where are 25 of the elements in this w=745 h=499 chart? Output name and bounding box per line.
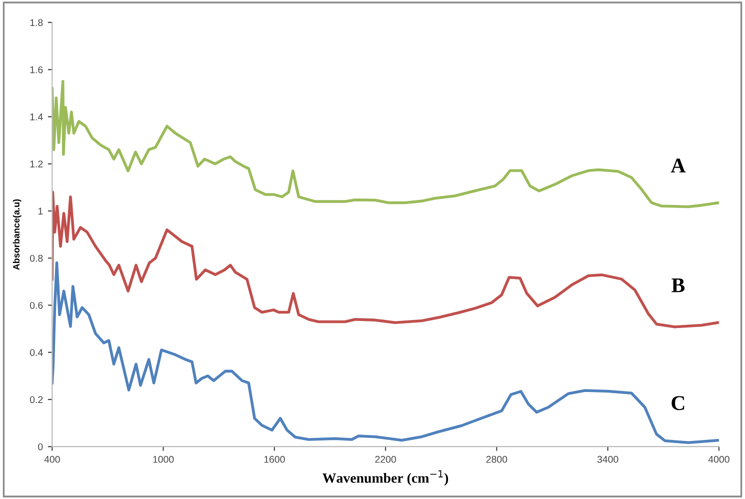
y-tick-label: 1.6 bbox=[30, 66, 43, 74]
y-tick-label: 0.8 bbox=[30, 254, 43, 262]
y-axis-title: Absorbance(a.u) bbox=[12, 199, 22, 270]
line-series bbox=[52, 80, 719, 208]
series-label: B bbox=[672, 278, 685, 292]
y-tick-label: 0.6 bbox=[30, 302, 43, 309]
y-tick-label: 0.2 bbox=[30, 396, 43, 404]
y-tick-label: 1 bbox=[38, 208, 43, 214]
x-tick-label: 1600 bbox=[264, 456, 285, 463]
x-tick-label: 1000 bbox=[153, 456, 174, 463]
x-tick-label: 400 bbox=[44, 456, 60, 463]
x-tick-label: 3400 bbox=[597, 456, 618, 463]
y-tick-label: 1.2 bbox=[30, 160, 43, 168]
y-tick-label: 1.4 bbox=[30, 114, 43, 120]
y-tick-label: 0.4 bbox=[30, 349, 43, 356]
y-tick-label: 0 bbox=[38, 443, 43, 450]
x-tick-label: 4000 bbox=[708, 456, 730, 463]
x-axis-title: Wavenumber (cm$^{−1}$) bbox=[322, 470, 448, 486]
x-tick-label: 2200 bbox=[375, 456, 396, 463]
series-label: C bbox=[672, 396, 684, 410]
line-series bbox=[52, 190, 719, 328]
series-label: A bbox=[670, 158, 686, 172]
line-series bbox=[52, 261, 719, 444]
y-tick-label: 1.8 bbox=[30, 19, 43, 26]
x-tick-label: 2800 bbox=[486, 456, 508, 463]
